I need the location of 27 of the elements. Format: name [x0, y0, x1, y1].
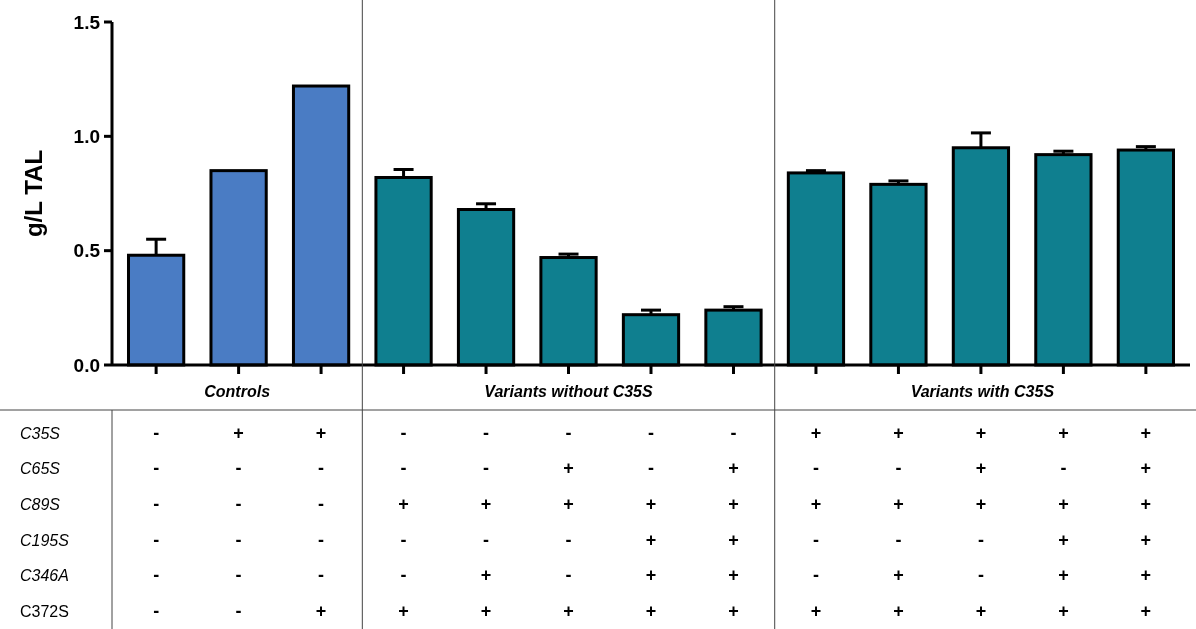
- y-tick-label: 1.5: [73, 11, 101, 33]
- x-tick-label: - - + - - +: [398, 423, 409, 622]
- x-tick-label: - - - - - -: [153, 423, 160, 622]
- x-tick-label: + - + - - +: [810, 423, 822, 622]
- x-tick-label: + - + + + +: [1058, 423, 1069, 622]
- y-tick-label: 0.0: [73, 354, 100, 376]
- x-tick-label: + - - - - -: [233, 423, 244, 622]
- x-tick-label: - + + + + +: [728, 423, 739, 622]
- x-tick-label: - - + - + +: [480, 423, 492, 622]
- text: C346A: [20, 566, 69, 584]
- text: C372S: [20, 602, 69, 620]
- y-tick-label: 1.0: [73, 125, 100, 147]
- text: C65S: [20, 459, 61, 477]
- x-tick-label: - - + + + +: [645, 423, 657, 622]
- text: C89S: [20, 495, 61, 513]
- text: Variants with C35S: [910, 383, 1055, 400]
- x-tick-label: - + + - - +: [563, 423, 574, 622]
- x-tick-label: + + + - - +: [975, 423, 987, 622]
- x-tick-label: + - + - + +: [893, 423, 904, 622]
- x-tick-label: + - - - - +: [315, 423, 327, 622]
- text: C35S: [20, 424, 61, 442]
- y-axis-title: g/L TAL: [20, 149, 47, 238]
- text: C195S: [20, 531, 70, 549]
- text: Variants without C35S: [484, 383, 654, 400]
- y-tick-label: 0.5: [73, 240, 101, 262]
- text: Controls: [204, 383, 271, 400]
- x-tick-label: + + + + + +: [1140, 423, 1152, 622]
